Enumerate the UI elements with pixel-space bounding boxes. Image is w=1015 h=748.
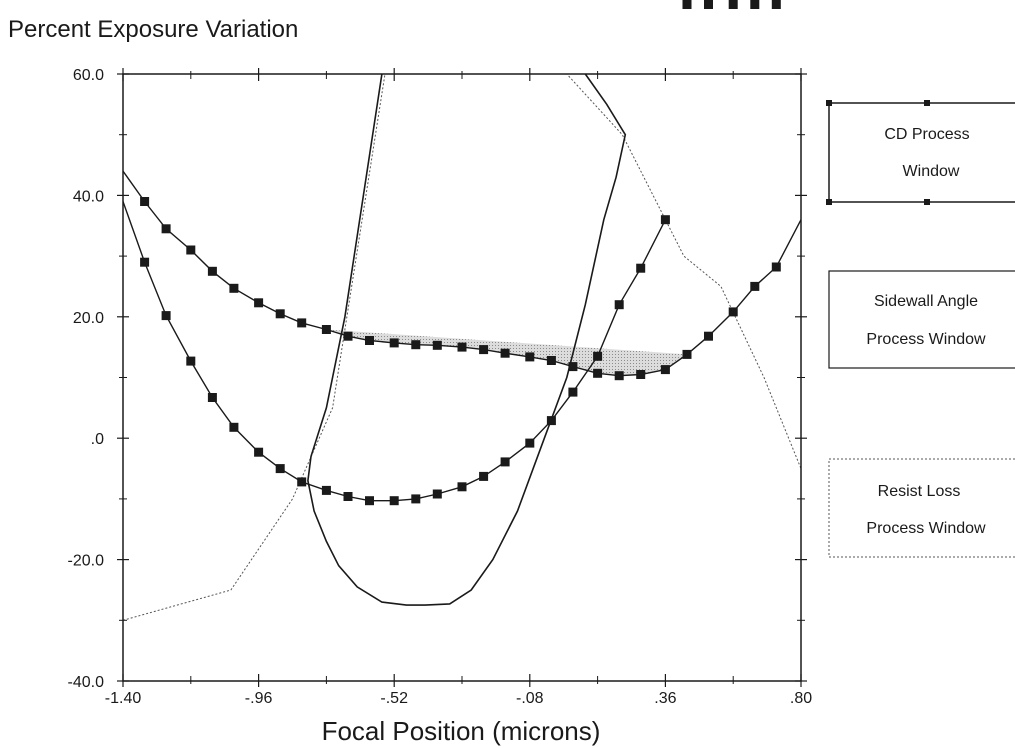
cd-lower-marker (343, 492, 353, 501)
cd-lower-marker (750, 0, 760, 9)
cd-upper-marker (321, 325, 331, 334)
y-tick-label: 40.0 (73, 188, 104, 205)
cd-upper-marker (140, 197, 150, 206)
cd-lower-marker (479, 471, 489, 481)
legend-label: Process Window (866, 520, 986, 537)
cd-lower-marker (161, 311, 171, 321)
cd-upper-marker (750, 281, 760, 291)
cd-lower-marker (682, 0, 692, 9)
legend-entry-cd-process-window: CD Process Window (826, 100, 1015, 205)
cd-upper-marker (546, 356, 556, 365)
legend-marker (924, 100, 930, 106)
cd-upper-marker (207, 266, 217, 276)
legend-label: Process Window (866, 331, 986, 348)
cd-lower-marker (432, 489, 442, 499)
cd-upper-marker (186, 245, 196, 255)
cd-lower-marker (321, 485, 331, 495)
cd-lower-marker (771, 0, 781, 9)
x-tick-label: .80 (790, 690, 812, 707)
legend-entry-resist-loss: Resist Loss Process Window (828, 458, 1015, 558)
plot-frame (122, 73, 802, 682)
y-tick-label: -40.0 (68, 674, 105, 691)
cd-lower-marker (207, 393, 217, 402)
cd-upper-marker (593, 368, 603, 378)
cd-upper-marker (297, 318, 307, 328)
cd-upper-marker (411, 340, 421, 350)
x-tick-label: .36 (654, 690, 676, 707)
legend-label: Resist Loss (878, 483, 961, 500)
cd-lower-marker (500, 457, 510, 467)
cd-upper-marker (660, 365, 670, 375)
cd-upper-marker (365, 336, 374, 345)
cd-lower-marker (568, 387, 578, 397)
cd-upper-marker (343, 331, 353, 341)
cd-lower-marker (457, 482, 467, 492)
cd-upper-marker (229, 283, 239, 293)
legend-entry-sidewall-angle: Sidewall Angle Process Window (828, 270, 1015, 369)
cd-upper-marker (568, 362, 578, 372)
y-tick-label: -20.0 (68, 553, 105, 570)
cd-lower-marker (636, 263, 646, 273)
cd-upper-marker (432, 340, 442, 350)
cd-upper-marker (704, 331, 713, 341)
y-tick-label: 60.0 (73, 67, 104, 84)
cd-upper-marker (636, 370, 646, 379)
x-axis-label: Focal Position (microns) (322, 716, 601, 746)
cd-lower-marker (525, 438, 535, 448)
cd-upper-marker (457, 342, 467, 352)
x-tick-label: -1.40 (105, 690, 142, 707)
cd-upper-marker (771, 262, 781, 272)
cd-lower-marker (593, 351, 603, 361)
y-tick-label: 20.0 (73, 310, 104, 327)
cd-upper-marker (389, 338, 399, 348)
legend-label: Window (903, 163, 960, 180)
cd-lower-marker (229, 422, 239, 432)
cd-upper-marker (682, 349, 692, 359)
legend-marker (924, 199, 930, 205)
cd-lower-marker (275, 464, 285, 474)
cd-upper-marker (161, 224, 171, 234)
cd-upper-marker (614, 371, 624, 381)
cd-upper-marker (254, 298, 264, 308)
y-tick-label: .0 (91, 431, 104, 448)
legend-box (828, 458, 1015, 558)
legend: CD Process Window Sidewall Angle Process… (826, 100, 1015, 558)
cd-lower-marker (660, 215, 670, 225)
legend-marker (826, 100, 832, 106)
cd-upper-marker (275, 309, 285, 319)
series-resist-loss-line (122, 73, 802, 621)
cd-upper-marker (728, 307, 738, 317)
x-tick-label: -.08 (516, 690, 544, 707)
cd-upper-marker (500, 348, 510, 358)
cd-lower-marker (254, 447, 264, 457)
cd-lower-marker (365, 496, 374, 506)
x-tick-label: -.52 (380, 690, 408, 707)
cd-lower-marker (704, 0, 713, 9)
cd-lower-marker (140, 257, 150, 267)
cd-lower-marker (728, 0, 738, 9)
cd-lower-marker (546, 416, 556, 426)
chart-title: Percent Exposure Variation (8, 16, 298, 43)
cd-lower-marker (297, 477, 307, 487)
cd-lower-marker (389, 496, 399, 506)
cd-lower-marker (411, 494, 421, 504)
x-tick-label: -.96 (245, 690, 273, 707)
cd-lower-marker (186, 356, 196, 366)
cd-upper-marker (479, 345, 489, 355)
cd-lower-marker (614, 300, 624, 310)
legend-label: Sidewall Angle (874, 293, 978, 310)
legend-box (828, 270, 1015, 369)
legend-marker (826, 199, 832, 205)
series-sidewall-angle-line (307, 73, 627, 606)
plot-area: 60.0 40.0 20.0 .0 -20.0 -40.0-1.40 -.96 -.52 -.0… (68, 0, 812, 707)
cd-upper-marker (525, 352, 535, 362)
legend-label: CD Process (884, 126, 969, 143)
